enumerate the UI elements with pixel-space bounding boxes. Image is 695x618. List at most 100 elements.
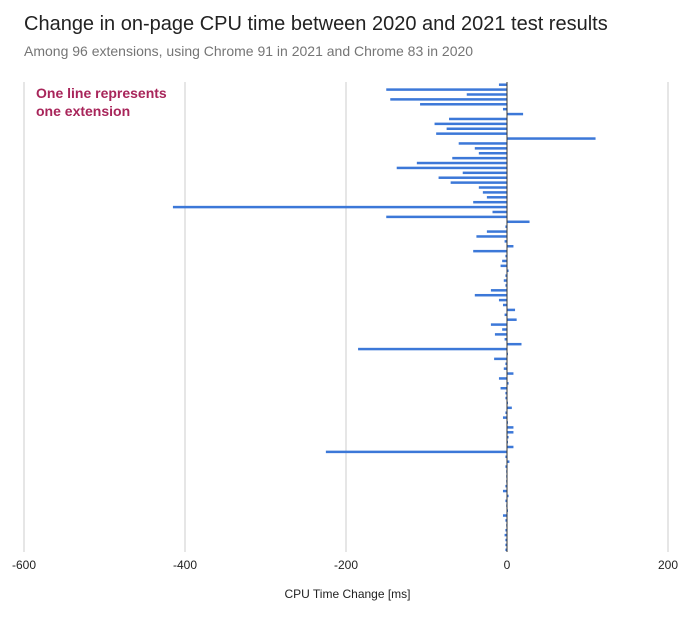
bar	[507, 431, 514, 434]
bar	[396, 166, 507, 170]
bar	[502, 514, 507, 517]
bar	[505, 274, 507, 277]
bar	[507, 245, 514, 248]
bar	[502, 416, 507, 419]
x-tick-label: 0	[504, 558, 511, 572]
bar	[462, 171, 507, 175]
bar	[450, 181, 507, 184]
x-tick-label: -400	[173, 558, 197, 572]
bar	[474, 293, 507, 297]
bar	[505, 528, 507, 532]
bar	[505, 455, 507, 459]
chart-annotation: One line represents one extension	[36, 84, 167, 120]
bar	[507, 308, 516, 312]
bar	[490, 323, 507, 326]
bar	[507, 220, 530, 224]
bar	[505, 284, 507, 287]
bar	[498, 377, 507, 380]
bar	[507, 382, 509, 385]
bar	[507, 426, 514, 429]
bar	[498, 83, 507, 86]
bar	[438, 176, 507, 179]
bar	[502, 489, 507, 493]
x-axis: -600 -400 -200 0 200	[12, 82, 678, 572]
bar	[386, 215, 507, 219]
annotation-line-2: one extension	[36, 103, 131, 119]
bars	[172, 83, 596, 552]
bar	[505, 465, 507, 468]
bar	[474, 147, 507, 150]
x-axis-label: CPU Time Change [ms]	[284, 587, 411, 601]
bar	[507, 435, 509, 439]
bar	[504, 533, 507, 537]
bar	[507, 137, 596, 140]
bar	[503, 367, 507, 370]
bar	[502, 328, 507, 331]
bar	[473, 200, 507, 204]
bar	[504, 338, 507, 341]
bar	[494, 333, 507, 336]
annotation-line-1: One line represents	[36, 85, 167, 101]
bar	[505, 396, 507, 400]
bar	[507, 112, 524, 116]
bar	[436, 132, 507, 135]
bar	[498, 298, 507, 302]
bar	[420, 103, 507, 106]
bar	[504, 313, 507, 317]
bar	[507, 494, 509, 498]
bar	[502, 259, 507, 263]
chart-title: Change in on-page CPU time between 2020 …	[24, 13, 608, 35]
bar	[507, 372, 514, 375]
bar	[507, 445, 514, 449]
bar	[502, 107, 507, 111]
bar	[386, 88, 507, 91]
bar	[505, 411, 507, 414]
bar	[505, 484, 507, 488]
bar	[505, 225, 507, 228]
bar	[504, 240, 507, 243]
bar	[502, 303, 507, 307]
bar	[505, 548, 507, 552]
bar	[505, 543, 507, 547]
bar	[325, 450, 507, 454]
x-tick-label: -200	[334, 558, 358, 572]
bar	[416, 161, 507, 165]
bar	[476, 235, 507, 238]
bar	[500, 386, 507, 390]
bar	[473, 249, 507, 253]
bar	[505, 391, 507, 395]
bar	[446, 127, 507, 131]
bar	[505, 362, 507, 366]
bar	[358, 347, 507, 351]
x-tick-label: -600	[12, 558, 36, 572]
bar	[507, 318, 517, 321]
bar	[490, 289, 507, 292]
bar	[507, 342, 522, 346]
bar	[505, 519, 507, 522]
bar	[494, 357, 507, 361]
bar	[172, 205, 508, 209]
bar	[500, 264, 507, 268]
bar	[507, 269, 509, 272]
bar	[390, 98, 507, 101]
bar	[452, 156, 507, 160]
bar	[449, 117, 507, 121]
gridlines	[23, 82, 669, 552]
bar	[458, 142, 507, 145]
bar	[466, 93, 507, 96]
x-tick-label: 200	[658, 558, 678, 572]
bar	[507, 406, 512, 410]
bar	[486, 196, 507, 199]
bar	[478, 151, 507, 155]
bar	[482, 191, 507, 194]
bar	[503, 279, 507, 282]
bar	[505, 538, 507, 542]
bar	[505, 499, 507, 503]
bar	[492, 210, 507, 214]
chart-subtitle: Among 96 extensions, using Chrome 91 in …	[24, 43, 474, 59]
bar	[486, 230, 507, 233]
bar	[505, 254, 507, 258]
bar	[507, 460, 510, 463]
bar	[434, 122, 507, 126]
